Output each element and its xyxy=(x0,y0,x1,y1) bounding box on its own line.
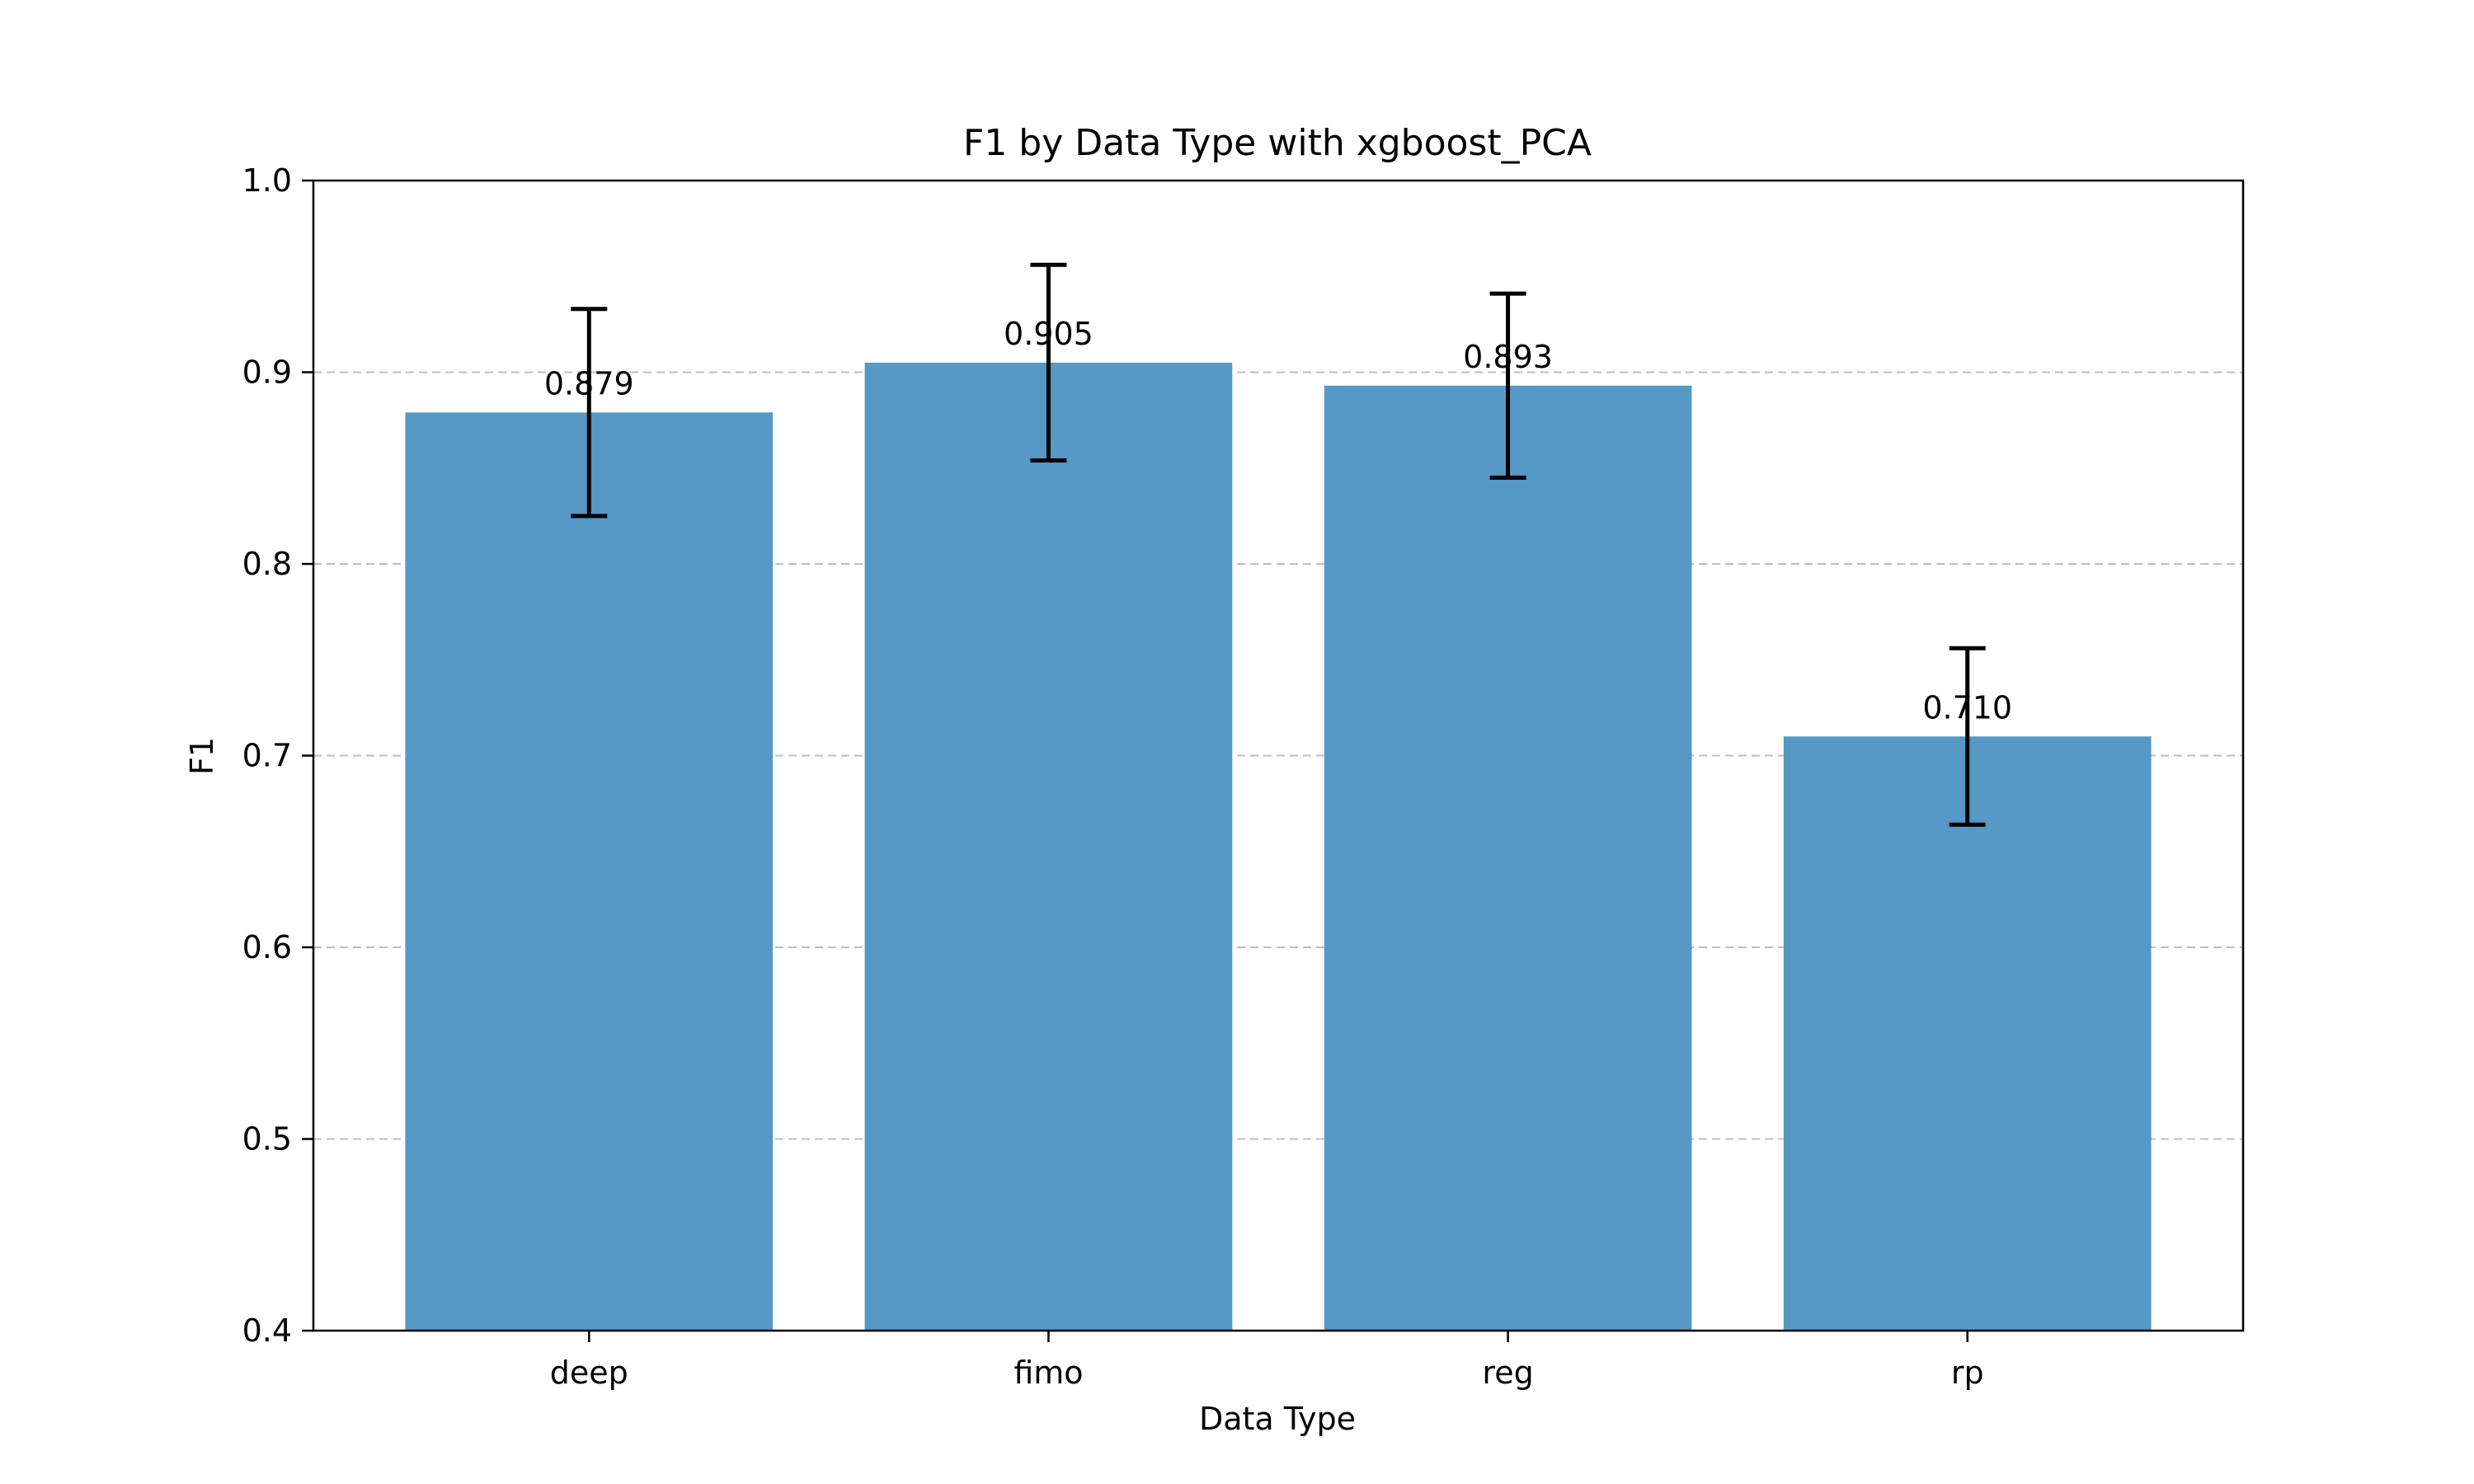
error-bar-reg xyxy=(1489,291,1526,480)
error-bars xyxy=(571,262,1986,827)
x-tick-label-reg: reg xyxy=(1482,1355,1533,1391)
y-tick-label: 0.8 xyxy=(242,546,292,582)
bar-rp xyxy=(1783,736,2152,1331)
y-tick-label: 1.0 xyxy=(242,162,292,199)
y-tick-label: 0.7 xyxy=(242,738,292,774)
x-axis-ticks: deep fimo reg rp xyxy=(550,1331,1984,1391)
bars xyxy=(405,362,2152,1331)
y-axis-label: F1 xyxy=(184,737,220,775)
error-bar-fimo xyxy=(1030,262,1067,463)
bar-reg xyxy=(1324,385,1692,1331)
data-label-deep: 0.879 xyxy=(544,365,634,402)
y-tick-label: 0.5 xyxy=(242,1121,292,1158)
x-tick-label-rp: rp xyxy=(1951,1355,1984,1391)
error-bar-deep xyxy=(571,307,608,519)
x-tick-label-deep: deep xyxy=(550,1355,628,1391)
error-bar-rp xyxy=(1949,646,1986,827)
x-axis-label: Data Type xyxy=(1199,1401,1356,1437)
chart-title: F1 by Data Type with xgboost_PCA xyxy=(963,122,1592,164)
bar-fimo xyxy=(864,362,1233,1331)
y-tick-label: 0.9 xyxy=(242,355,292,391)
y-tick-label: 0.4 xyxy=(242,1313,292,1349)
data-labels: 0.879 0.905 0.893 0.710 xyxy=(544,316,2012,726)
data-label-rp: 0.710 xyxy=(1922,689,2012,726)
bar-deep xyxy=(405,412,774,1331)
data-label-fimo: 0.905 xyxy=(1004,316,1094,352)
y-tick-label: 0.6 xyxy=(242,929,292,965)
data-label-reg: 0.893 xyxy=(1463,339,1553,375)
x-tick-label-fimo: fimo xyxy=(1014,1355,1083,1391)
y-axis-ticks: 0.4 0.5 0.6 0.7 0.8 0.9 1.0 xyxy=(242,162,313,1349)
